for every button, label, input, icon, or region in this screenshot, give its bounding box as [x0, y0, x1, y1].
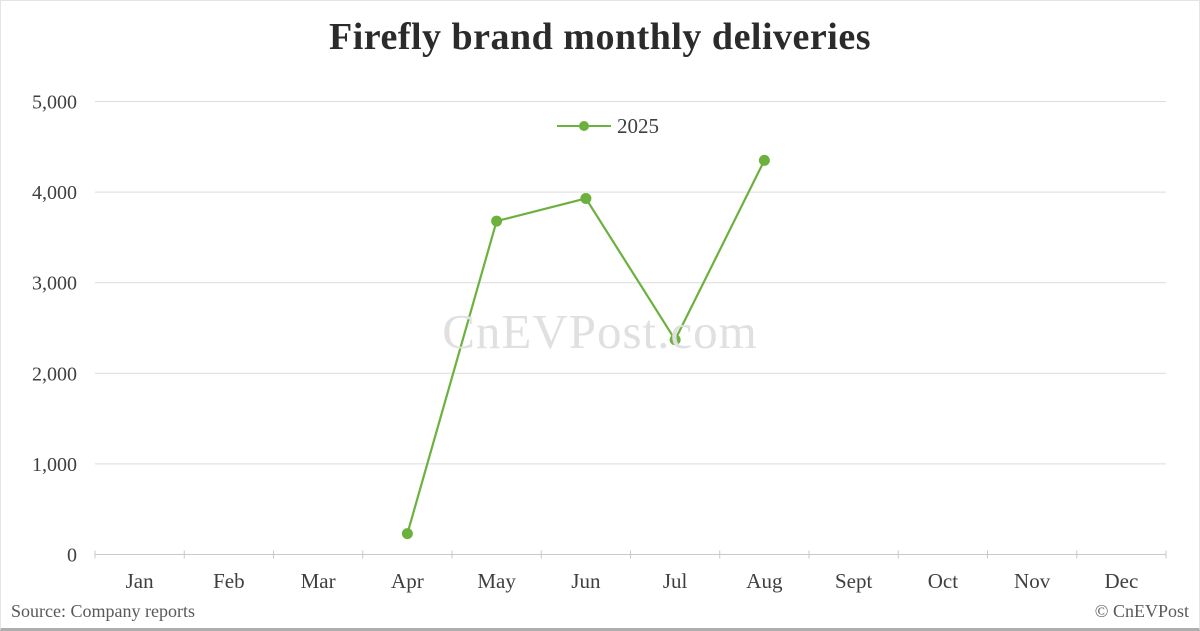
source-note: Source: Company reports	[11, 601, 195, 621]
x-tick-label: Dec	[1104, 569, 1138, 593]
data-point	[401, 528, 413, 540]
x-tick-label: Jan	[126, 569, 154, 593]
series-line-2025	[406, 159, 766, 534]
legend: 2025	[557, 113, 659, 138]
y-tick-label: 0	[67, 545, 77, 567]
data-point	[580, 192, 592, 204]
data-point	[669, 334, 681, 346]
x-tick-label: Feb	[213, 569, 245, 593]
legend-dot-icon	[579, 121, 589, 131]
data-point	[758, 154, 770, 166]
x-tick-label: Apr	[391, 569, 424, 593]
y-tick-label: 4,000	[32, 182, 77, 204]
x-tick-label: Oct	[928, 569, 958, 593]
y-tick-label: 5,000	[32, 92, 77, 114]
copyright-note: © CnEVPost	[1094, 601, 1189, 621]
chart-title: Firefly brand monthly deliveries	[329, 16, 871, 58]
x-tick-label: Nov	[1014, 569, 1051, 593]
data-point	[491, 215, 503, 227]
legend-line-marker-icon	[557, 121, 611, 131]
x-tick-label: Mar	[301, 569, 336, 593]
x-tick-label: Jul	[663, 569, 688, 593]
x-tick-label: Sept	[835, 569, 873, 593]
y-tick-label: 1,000	[32, 454, 77, 476]
x-tick-label: Aug	[746, 569, 783, 593]
x-tick-label: Jun	[571, 569, 601, 593]
x-tick-label: May	[477, 569, 516, 593]
y-tick-label: 3,000	[32, 273, 77, 295]
y-tick-label: 2,000	[32, 363, 77, 385]
legend-series-label: 2025	[617, 113, 659, 138]
